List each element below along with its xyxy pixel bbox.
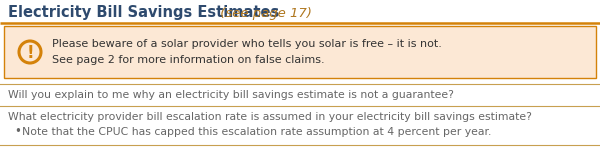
Text: See page 2 for more information on false claims.: See page 2 for more information on false… [52,55,325,65]
Text: Electricity Bill Savings Estimates: Electricity Bill Savings Estimates [8,6,279,21]
Text: (see page 17): (see page 17) [216,6,312,19]
Text: !: ! [26,44,34,62]
Circle shape [19,41,41,63]
Text: Please beware of a solar provider who tells you solar is free – it is not.: Please beware of a solar provider who te… [52,39,442,49]
Text: What electricity provider bill escalation rate is assumed in your electricity bi: What electricity provider bill escalatio… [8,112,532,122]
Text: •: • [14,126,21,139]
FancyBboxPatch shape [4,26,596,78]
Text: Will you explain to me why an electricity bill savings estimate is not a guarant: Will you explain to me why an electricit… [8,90,454,100]
Text: Note that the CPUC has capped this escalation rate assumption at 4 percent per y: Note that the CPUC has capped this escal… [22,127,491,137]
